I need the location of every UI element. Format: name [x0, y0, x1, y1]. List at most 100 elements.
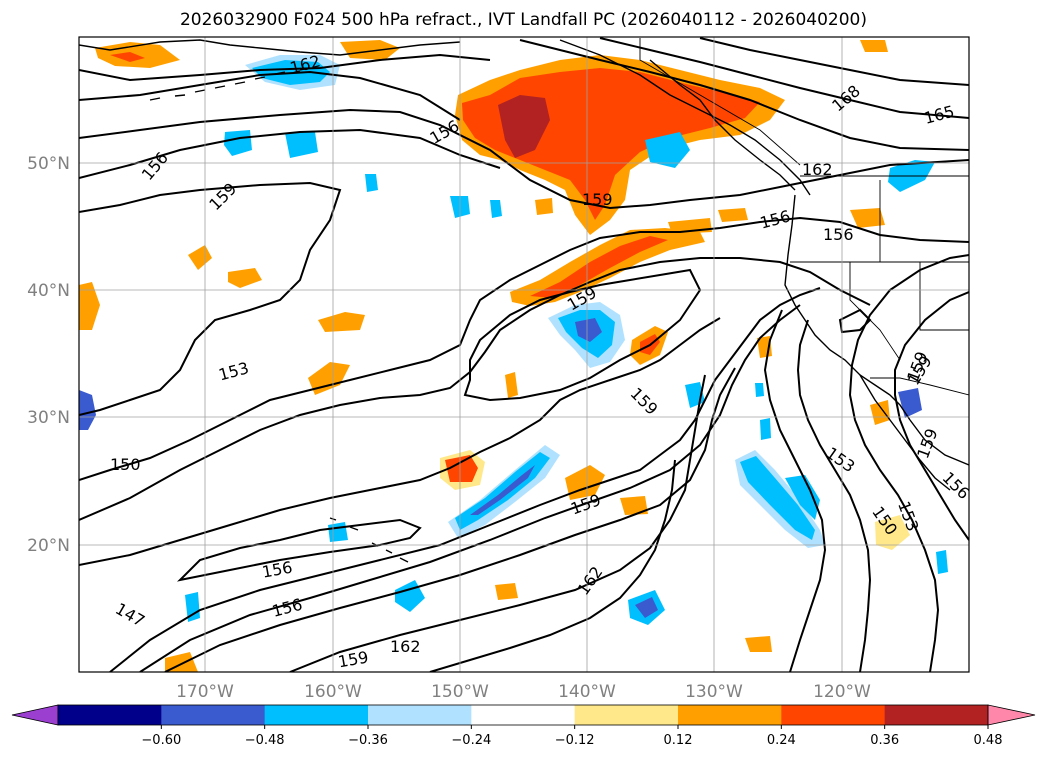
map-title: 2026032900 F024 500 hPa refract., IVT La… [179, 10, 867, 30]
longitude-axis: 170°W 160°W 150°W 140°W 130°W 120°W [176, 682, 871, 702]
fill-region-negative [285, 132, 318, 158]
political-border-layer [639, 38, 969, 396]
contour-line [79, 108, 969, 210]
colorbar-segment [678, 705, 782, 725]
colorbar-tick-label: −0.60 [141, 733, 181, 748]
contour-label: 150 [110, 455, 141, 474]
colorbar-outline [57, 704, 989, 726]
contour-line [164, 367, 736, 672]
us-state-border [849, 262, 901, 361]
contour-line [79, 128, 501, 179]
latitude-label: 50°N [27, 154, 70, 174]
colorbar-tick-label: −0.36 [348, 733, 388, 748]
fill-region-positive [870, 400, 890, 425]
contour-line [796, 319, 872, 672]
latitude-label: 20°N [27, 536, 70, 556]
contour-label: 162 [390, 637, 421, 656]
alaska-canada-border [639, 38, 801, 166]
fill-region-positive [495, 583, 518, 600]
contour-line [79, 257, 871, 521]
contour-label: 156 [823, 225, 854, 244]
colorbar-segment [368, 705, 472, 725]
geopotential-contour-layer [79, 37, 969, 672]
fill-region-negative [365, 174, 378, 192]
longitude-label: 150°W [431, 682, 489, 702]
fill-region-positive [745, 636, 772, 652]
latitude-axis: 50°N 40°N 30°N 20°N [27, 154, 70, 556]
longitude-label: 130°W [685, 682, 743, 702]
us-west-coast [784, 194, 911, 421]
graticule [79, 37, 969, 672]
longitude-label: 140°W [558, 682, 616, 702]
fill-region-negative [185, 592, 200, 622]
contour-line [763, 309, 827, 672]
fill-region-negative [575, 318, 602, 342]
alaska-panhandle-coast [559, 39, 811, 196]
colorbar-tick-label: 0.48 [974, 733, 1003, 748]
colorbar-tick-label: −0.24 [451, 733, 491, 748]
longitude-label: 120°W [813, 682, 871, 702]
coastline-layer [79, 39, 969, 563]
mexico-coast [909, 419, 969, 466]
baja-coast [859, 374, 951, 491]
contour-label: 162 [802, 160, 833, 179]
colorbar-tick-label: 0.24 [767, 733, 796, 748]
colorbar-tick-label: 0.12 [664, 733, 693, 748]
fill-region-positive [875, 515, 910, 550]
fill-region-positive [498, 95, 550, 158]
us-state-border [879, 180, 969, 331]
alaska-coast [79, 39, 461, 56]
colorbar-tick-label: −0.48 [245, 733, 285, 748]
fill-region-positive [445, 455, 478, 482]
latitude-label: 30°N [27, 408, 70, 428]
contour-line [176, 518, 422, 582]
fill-region-positive [535, 198, 553, 215]
fill-region-positive [860, 40, 888, 52]
map-frame [78, 36, 970, 673]
colorbar-extend-low [11, 704, 59, 726]
contour-line [79, 181, 342, 416]
us-mexico-border [870, 377, 969, 396]
colorbar: −0.60 −0.48 −0.36 −0.24 −0.12 0.12 0.24 0.36 0.4… [11, 704, 1036, 748]
latitude-label: 40°N [27, 281, 70, 301]
fill-region-positive [850, 208, 885, 228]
fill-region-positive [340, 40, 400, 60]
fill-region-negative [785, 475, 820, 520]
colorbar-segment [574, 705, 679, 725]
fill-region-positive [530, 236, 668, 298]
colorbar-segment [161, 705, 266, 725]
colorbar-segment [884, 705, 989, 725]
contour-line [429, 459, 676, 672]
contour-line [79, 70, 461, 121]
contour-line [848, 254, 969, 672]
contour-line [79, 317, 721, 566]
refractivity-fill-layer [79, 40, 948, 672]
fill-region-positive [318, 312, 365, 332]
colorbar-segment [781, 705, 886, 725]
contour-line [289, 374, 706, 672]
colorbar-tick-label: −0.12 [555, 733, 595, 748]
fill-region-negative [740, 456, 815, 540]
fill-region-positive [308, 362, 350, 395]
fill-region-negative [645, 132, 690, 168]
contour-line [894, 291, 969, 541]
fill-region-positive [620, 496, 648, 515]
fill-region-negative [79, 390, 96, 430]
colorbar-segment [58, 705, 162, 725]
contour-line [699, 37, 969, 86]
fill-region-negative [328, 522, 348, 542]
longitude-label: 160°W [304, 682, 362, 702]
colorbar-segment [471, 705, 576, 725]
colorbar-tick-label: 0.36 [870, 733, 899, 748]
fill-region-positive [188, 245, 212, 270]
contour-label: 159 [582, 190, 613, 209]
fill-region-negative [470, 465, 535, 515]
fill-region-negative [635, 597, 658, 618]
contour-line [599, 37, 969, 119]
fill-region-positive [718, 208, 748, 222]
aleutian-islands [149, 67, 311, 101]
contour-line [109, 287, 821, 672]
fill-region-positive [110, 52, 145, 62]
contour-line [519, 39, 969, 151]
